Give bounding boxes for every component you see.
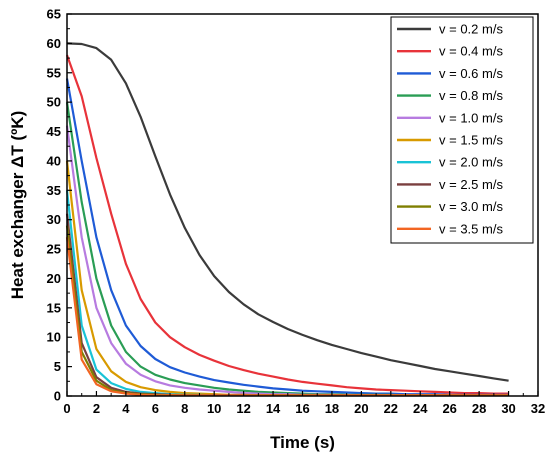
legend-box — [390, 16, 534, 244]
x-tick-label: 22 — [384, 401, 398, 416]
legend-label-1: v = 0.2 m/s — [439, 22, 503, 37]
x-tick-label: 30 — [501, 401, 515, 416]
y-tick-label: 55 — [47, 65, 61, 80]
y-tick-label: 45 — [47, 124, 61, 139]
y-axis-title: Heat exchanger ΔT (ºK) — [8, 111, 27, 299]
y-tick-label: 5 — [54, 359, 61, 374]
y-tick-label: 40 — [47, 153, 61, 168]
y-axis: 0 5 10 15 20 25 30 35 40 45 50 55 60 65 — [47, 7, 72, 404]
y-tick-label: 20 — [47, 271, 61, 286]
legend-label-2: v = 0.4 m/s — [439, 44, 503, 59]
legend-label-5: v = 1.0 m/s — [439, 110, 503, 125]
legend-label-9: v = 3.0 m/s — [439, 199, 503, 214]
y-tick-label: 60 — [47, 36, 61, 51]
x-tick-label: 8 — [181, 401, 188, 416]
x-tick-label: 6 — [152, 401, 159, 416]
x-tick-label: 12 — [236, 401, 250, 416]
y-tick-label: 30 — [47, 212, 61, 227]
x-tick-label: 24 — [413, 401, 428, 416]
x-tick-label: 26 — [442, 401, 456, 416]
legend-label-4: v = 0.8 m/s — [439, 88, 503, 103]
y-tick-label: 15 — [47, 300, 61, 315]
x-axis: 0 2 4 6 8 10 12 14 16 18 20 22 24 26 28 30 32 — [63, 391, 545, 416]
legend-label-7: v = 2.0 m/s — [439, 155, 503, 170]
x-tick-label: 16 — [295, 401, 309, 416]
series-line-2 — [65, 54, 509, 395]
x-tick-label: 28 — [472, 401, 486, 416]
legend-label-8: v = 2.5 m/s — [439, 177, 503, 192]
x-axis-title: Time (s) — [270, 433, 335, 452]
legend-label-10: v = 3.5 m/s — [439, 221, 503, 236]
series-line-1 — [66, 42, 509, 382]
legend-label-6: v = 1.5 m/s — [439, 133, 503, 148]
series-line-10 — [65, 237, 509, 397]
y-tick-label: 0 — [54, 389, 61, 404]
x-tick-label: 4 — [122, 401, 130, 416]
y-tick-label: 35 — [47, 183, 61, 198]
x-tick-label: 0 — [63, 401, 70, 416]
x-tick-label: 2 — [93, 401, 100, 416]
x-tick-label: 32 — [531, 401, 545, 416]
x-tick-label: 18 — [325, 401, 339, 416]
x-tick-label: 14 — [266, 401, 281, 416]
x-tick-label: 10 — [207, 401, 221, 416]
y-tick-label: 50 — [47, 95, 61, 110]
y-tick-label: 10 — [47, 330, 61, 345]
y-tick-label: 65 — [47, 7, 61, 22]
x-tick-label: 20 — [354, 401, 368, 416]
legend-label-3: v = 0.6 m/s — [439, 66, 503, 81]
y-tick-label: 25 — [47, 242, 61, 257]
legend: v = 0.2 m/s v = 0.4 m/s v = 0.6 m/s v = 0.8… — [390, 16, 534, 244]
